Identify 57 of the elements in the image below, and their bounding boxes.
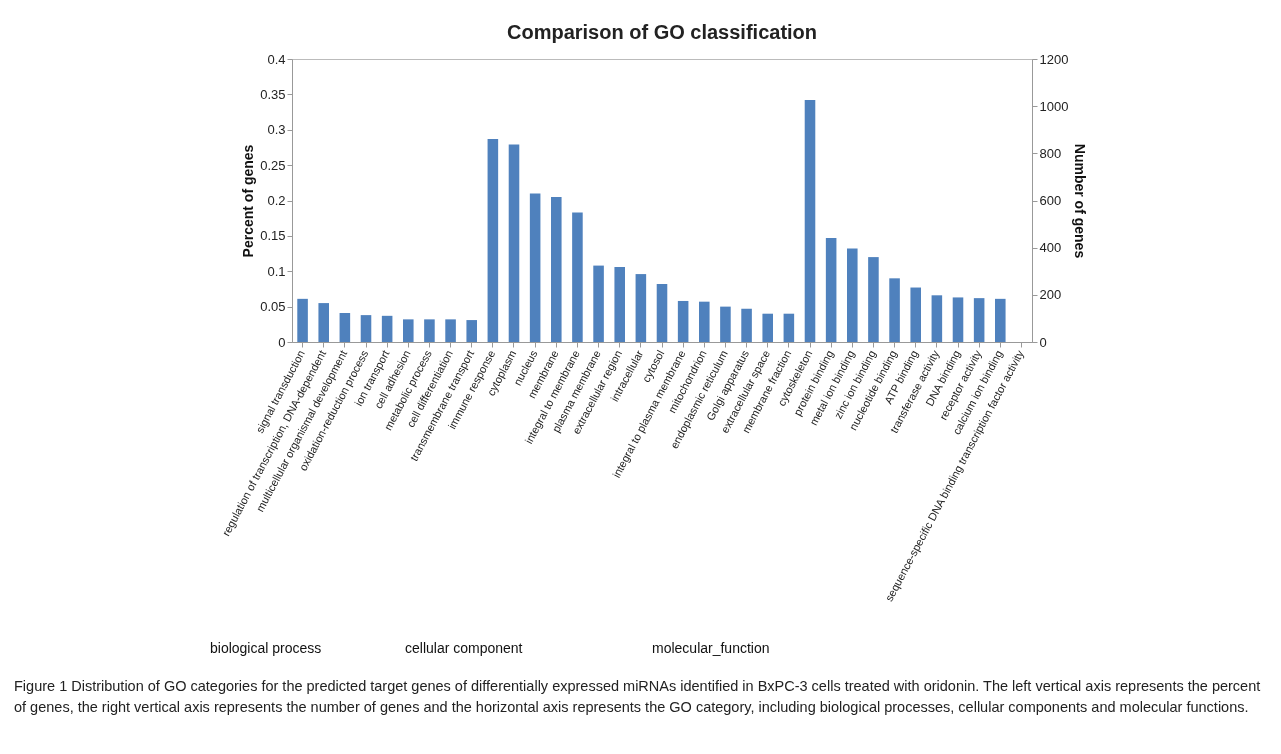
bar [995, 298, 1006, 342]
bar [508, 144, 520, 342]
bar [973, 298, 985, 342]
bar [339, 312, 351, 342]
bar [381, 315, 393, 342]
y-tick-label: 0.3 [267, 122, 286, 138]
bar [741, 308, 752, 342]
y-tick-label: 0.35 [260, 86, 286, 102]
y2-axis-title: Number of genes [1072, 143, 1089, 259]
bar [762, 313, 773, 342]
bar [466, 320, 477, 342]
bar [868, 257, 879, 342]
bar [720, 306, 731, 342]
bar [952, 297, 964, 342]
chart-title: Comparison of GO classification [506, 21, 818, 43]
y-tick-label: 0.1 [267, 263, 286, 279]
bar [931, 295, 943, 342]
y2-tick-label: 1000 [1039, 98, 1069, 114]
y2-tick-label: 400 [1039, 240, 1062, 256]
bar [614, 267, 625, 342]
y-tick-label: 0.25 [260, 157, 286, 173]
bar [656, 283, 668, 342]
bar [403, 319, 414, 342]
bar [529, 193, 541, 342]
y2-tick-label: 0 [1039, 334, 1047, 350]
bar [910, 287, 921, 342]
bar [572, 212, 583, 342]
bar [635, 274, 647, 342]
y2-tick-label: 1200 [1039, 51, 1069, 67]
bar [593, 265, 604, 342]
bar [847, 248, 858, 342]
bar [783, 313, 795, 342]
bar [487, 138, 499, 342]
bar [804, 100, 816, 342]
bar [424, 319, 435, 342]
text: biological process [210, 640, 322, 656]
bar [551, 196, 562, 342]
y-axis-title: Percent of genes [240, 144, 257, 258]
bar [889, 278, 900, 342]
bar [318, 303, 329, 342]
y-tick-label: 0.4 [267, 51, 286, 67]
y-tick-label: 0.05 [260, 299, 286, 315]
y2-tick-label: 800 [1039, 145, 1062, 161]
text: cellular component [405, 640, 523, 656]
y-tick-label: 0.2 [267, 193, 286, 208]
bar [677, 300, 689, 342]
bar [445, 319, 456, 342]
y-tick-label: 0.15 [260, 228, 286, 244]
bar [360, 315, 372, 342]
bar [699, 301, 710, 342]
bar [825, 238, 837, 342]
text: molecular_function [652, 640, 770, 656]
y-tick-label: 0 [278, 334, 286, 350]
bar [297, 298, 308, 342]
y2-tick-label: 600 [1039, 193, 1062, 208]
caption: Figure 1 Distribution of GO categories for the predicted target genes of differentially expressed miRNAs identified in BxPC-3 cells treated with oridonin. The left vertical axis represents the percent of genes, the right vertical axis represents the number of genes and the horizontal axis represents the GO category, including biological processes, cellular components and molecular functions. [14, 677, 1262, 717]
y2-tick-label: 200 [1039, 287, 1062, 303]
